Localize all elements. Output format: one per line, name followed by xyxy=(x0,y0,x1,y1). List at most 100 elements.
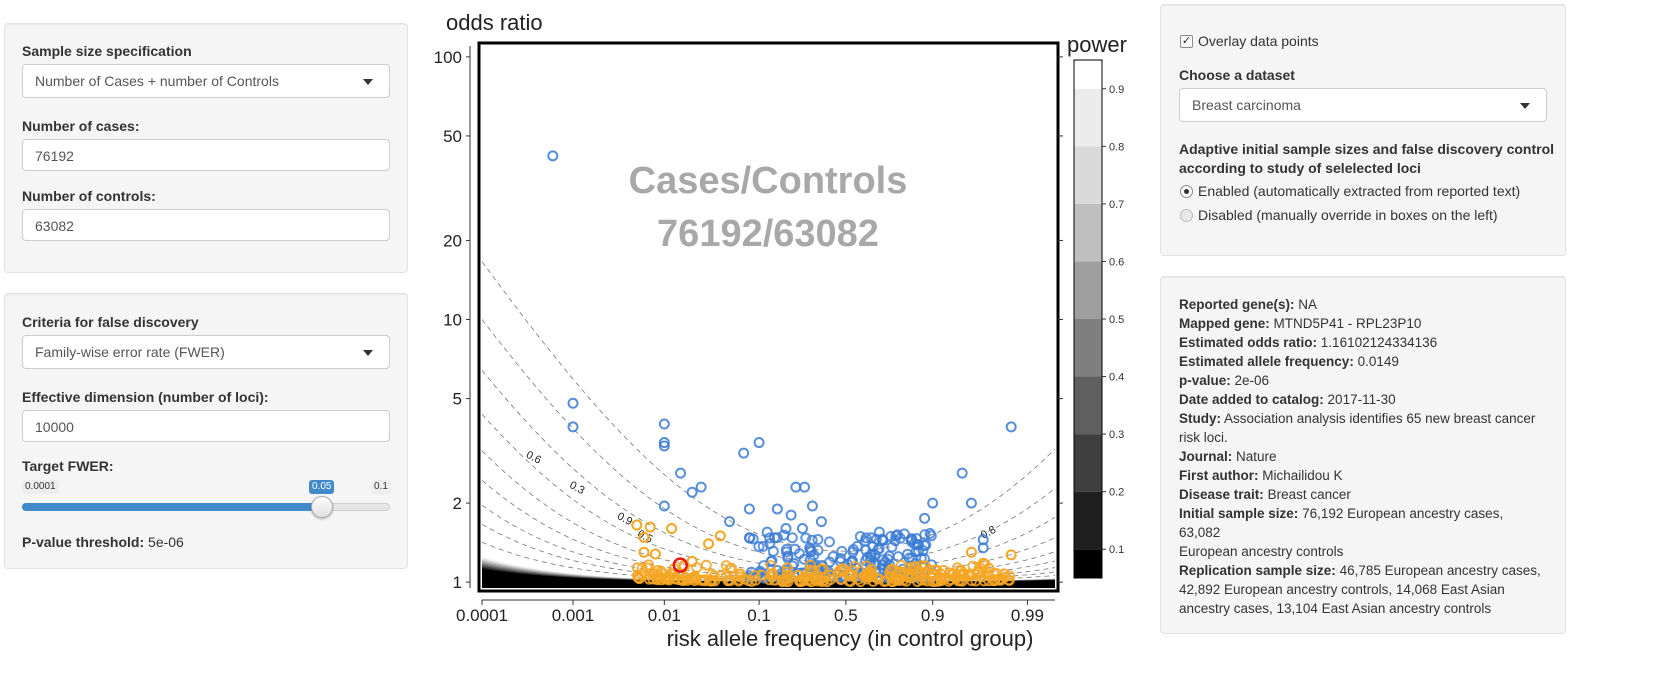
data-point-significant xyxy=(927,575,939,587)
data-point-significant xyxy=(927,569,939,581)
data-point-nonsignificant xyxy=(891,529,903,541)
data-point-nonsignificant xyxy=(876,559,888,571)
data-point-significant xyxy=(686,555,698,567)
dimension-label: Effective dimension (number of loci): xyxy=(22,389,269,405)
data-point-significant xyxy=(794,574,806,586)
data-point-nonsignificant xyxy=(898,528,910,540)
data-point-significant xyxy=(632,569,644,581)
legend-tick-label: 0.4 xyxy=(1109,372,1124,384)
data-point-nonsignificant xyxy=(965,497,977,509)
data-point-significant xyxy=(722,575,734,587)
slider-value-label: 0.05 xyxy=(309,480,335,494)
data-point-nonsignificant xyxy=(567,397,579,409)
legend-swatch xyxy=(1074,261,1102,319)
power-contour-line xyxy=(482,319,1055,564)
data-point-nonsignificant xyxy=(823,536,835,548)
fwer-slider-fill xyxy=(22,503,322,511)
data-point-nonsignificant xyxy=(786,532,798,544)
legend-tick-label: 0.3 xyxy=(1109,429,1124,441)
data-point-nonsignificant xyxy=(799,481,811,493)
y-axis-title: odds ratio xyxy=(446,10,543,35)
power-contour-line xyxy=(482,450,1055,578)
data-point-significant xyxy=(666,523,678,535)
y-tick-label: 1 xyxy=(453,573,462,592)
data-point-nonsignificant xyxy=(747,533,759,545)
data-point-nonsignificant xyxy=(800,532,812,544)
study-row: Study: Association analysis identifies 6… xyxy=(1179,411,1536,445)
journal-row: Journal: Nature xyxy=(1179,449,1277,464)
data-point-nonsignificant xyxy=(918,540,930,552)
cases-input[interactable]: 76192 xyxy=(22,139,390,171)
legend-swatch xyxy=(1074,491,1102,550)
data-point-nonsignificant xyxy=(815,516,827,528)
data-point-nonsignificant xyxy=(780,523,792,535)
dimension-input[interactable]: 10000 xyxy=(22,410,390,442)
x-tick-label: 0.0001 xyxy=(456,606,508,625)
sample-spec-select[interactable]: Number of Cases + number of Controls xyxy=(22,64,390,98)
data-point-nonsignificant xyxy=(767,545,779,557)
legend-swatch xyxy=(1074,434,1102,492)
legend-swatch xyxy=(1074,146,1102,204)
data-point-significant xyxy=(915,571,927,583)
data-point-significant xyxy=(962,570,974,582)
odds-ratio-row: Estimated odds ratio: 1.16102124334136 xyxy=(1179,335,1438,350)
dataset-select[interactable]: Breast carcinoma xyxy=(1179,88,1547,122)
radio-disabled[interactable] xyxy=(1180,209,1193,222)
legend-tick-label: 0.8 xyxy=(1109,141,1124,153)
power-plot: 0.6 0.3 0.9 0.5 0.8 1 2 5 10 20 50 100 0.0001 0.001 0… xyxy=(434,10,1127,651)
data-point-nonsignificant xyxy=(724,516,736,528)
y-tick-label: 20 xyxy=(443,231,462,250)
y-tick-label: 10 xyxy=(443,311,462,330)
initial-size-row: Initial sample size: 76,192 European anc… xyxy=(1179,506,1504,559)
data-point-significant xyxy=(977,557,989,569)
data-point-significant xyxy=(649,548,661,560)
data-point-nonsignificant xyxy=(761,526,773,538)
criteria-select[interactable]: Family-wise error rate (FWER) xyxy=(22,335,390,369)
criteria-value: Family-wise error rate (FWER) xyxy=(35,344,225,360)
x-tick-label: 0.5 xyxy=(834,606,858,625)
data-point-significant xyxy=(983,575,995,587)
legend-swatch xyxy=(1074,319,1102,377)
radio-enabled-label[interactable]: Enabled (automatically extracted from re… xyxy=(1198,183,1521,199)
fwer-slider-handle[interactable] xyxy=(311,496,333,518)
data-point-nonsignificant xyxy=(854,531,866,543)
pvalue-threshold-value: 5e-06 xyxy=(148,534,184,550)
data-point-significant xyxy=(944,574,956,586)
data-point-nonsignificant xyxy=(956,467,968,479)
overlay-title-line1: Cases/Controls xyxy=(629,160,908,202)
data-point-significant xyxy=(821,576,833,588)
legend-tick-label: 0.9 xyxy=(1109,84,1124,96)
x-tick-label: 0.99 xyxy=(1011,606,1044,625)
data-point-significant xyxy=(965,546,977,558)
data-point-significant xyxy=(878,576,890,588)
data-point-significant xyxy=(690,572,702,584)
data-point-significant xyxy=(674,568,686,580)
data-point-nonsignificant xyxy=(806,534,818,546)
selected-data-point xyxy=(672,557,689,573)
pvalue-threshold-label: P-value threshold: xyxy=(22,534,145,550)
legend-tick-label: 0.6 xyxy=(1109,256,1124,268)
sample-size-panel: Sample size specification Number of Case… xyxy=(4,23,408,273)
slider-max-label: 0.1 xyxy=(371,480,391,494)
legend-title: power xyxy=(1067,32,1127,57)
data-point-significant xyxy=(781,562,793,574)
locus-info-panel: Reported gene(s): NA Mapped gene: MTND5P… xyxy=(1160,276,1566,634)
criteria-label: Criteria for false discovery xyxy=(22,314,199,330)
controls-label: Number of controls: xyxy=(22,188,156,204)
controls-input[interactable]: 63082 xyxy=(22,209,390,241)
legend-swatch xyxy=(1074,60,1102,89)
radio-enabled[interactable] xyxy=(1180,185,1193,198)
y-tick-label: 5 xyxy=(453,390,462,409)
data-point-significant xyxy=(734,568,746,580)
data-point-significant xyxy=(862,567,874,579)
data-point-significant xyxy=(1004,570,1016,582)
cases-label: Number of cases: xyxy=(22,118,140,134)
x-axis-title: risk allele frequency (in control group) xyxy=(667,626,1034,651)
fwer-label: Target FWER: xyxy=(22,458,114,474)
dataset-label: Choose a dataset xyxy=(1179,67,1295,83)
chevron-down-icon xyxy=(1520,103,1530,109)
data-point-significant xyxy=(706,575,718,587)
overlay-checkbox[interactable]: ✓ xyxy=(1180,35,1193,48)
data-point-significant xyxy=(950,571,962,583)
radio-disabled-label[interactable]: Disabled (manually override in boxes on … xyxy=(1198,207,1498,223)
